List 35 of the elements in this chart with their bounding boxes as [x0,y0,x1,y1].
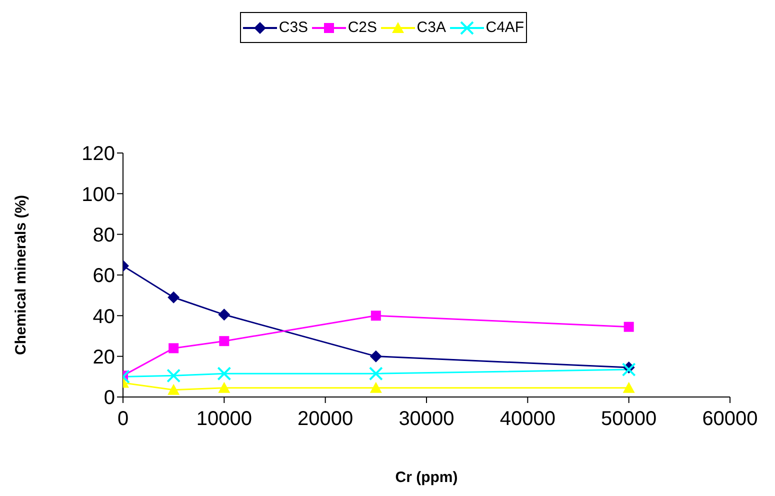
legend-label: C2S [348,19,378,36]
point [219,336,230,346]
x-axis-title: Cr (ppm) [395,469,458,486]
x-tick-label: 20000 [298,408,354,430]
y-axis-title: Chemical minerals (%) [12,194,30,355]
y-tick-label: 20 [92,346,115,368]
legend-label: C3S [278,19,308,36]
point [218,308,230,321]
point [217,366,232,381]
y-tick-label: 100 [82,184,115,206]
point [624,322,634,332]
point [218,382,230,393]
y-tick-label: 80 [92,224,115,246]
legend-label: C3A [416,19,446,36]
y-tick-label: 0 [104,387,115,410]
legend-label: C4AF [486,19,524,36]
y-tick-label: 120 [82,143,115,166]
x-tick-label: 30000 [398,408,454,430]
x-tick-label: 60000 [702,408,758,430]
point [370,310,381,321]
y-tick-label: 40 [92,306,115,328]
point [370,382,382,393]
x-tick-label: 50000 [601,408,657,430]
point [370,350,382,362]
point [622,362,636,377]
x-tick-label: 0 [117,408,129,430]
point [622,382,635,393]
x-tick-label: 40000 [500,408,556,430]
x-tick-label: 10000 [196,408,252,430]
point [166,368,181,383]
point [168,291,180,304]
y-tick-label: 60 [92,265,115,288]
point [168,343,179,354]
point [168,384,180,395]
point [368,366,383,381]
